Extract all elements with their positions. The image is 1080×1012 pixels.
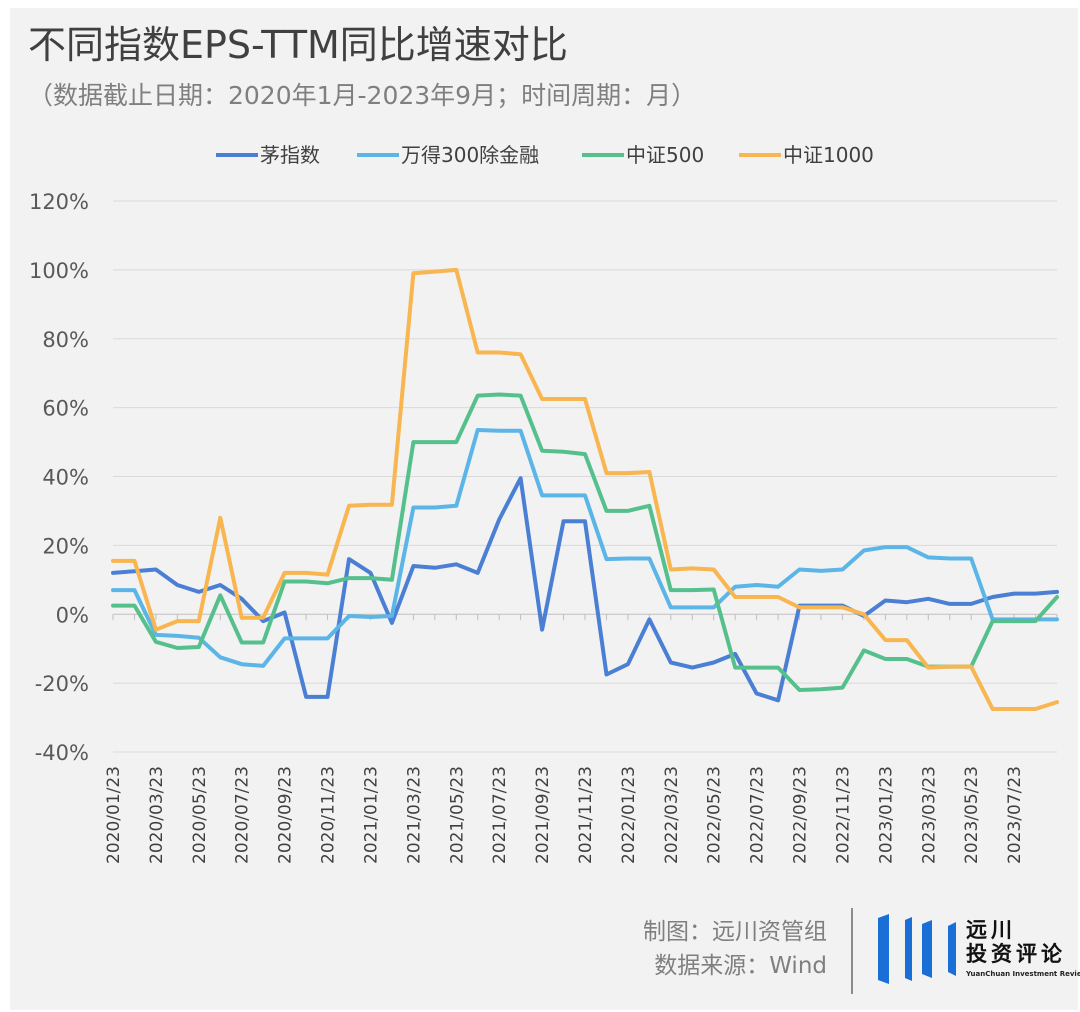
- series-line-1: [111, 428, 1059, 668]
- y-tick-label: 0%: [56, 603, 89, 627]
- logo-mark-icon: [878, 914, 956, 984]
- y-tick-label: 20%: [42, 534, 89, 558]
- x-tick-label: 2021/01/23: [361, 766, 381, 864]
- brand-logo: 远川 投资评论 YuanChuan Investment Review: [876, 912, 1080, 986]
- x-tick-label: 2022/11/23: [833, 766, 853, 864]
- logo-name-line1: 远川: [966, 918, 1016, 942]
- x-tick-label: 2023/01/23: [876, 766, 896, 864]
- y-tick-label: -40%: [35, 741, 89, 765]
- y-tick-label: -20%: [35, 672, 89, 696]
- x-tick-label: 2022/01/23: [619, 766, 639, 864]
- y-axis: -40% -20% 0% 20% 40% 60% 80% 100% 120%: [29, 190, 89, 765]
- footer-source: 数据来源：Wind: [654, 953, 827, 979]
- x-tick-label: 2020/01/23: [104, 766, 124, 864]
- legend-label: 茅指数: [260, 143, 320, 167]
- chart-card: [10, 8, 1078, 1010]
- logo-name: 远川 投资评论: [966, 918, 1066, 966]
- x-tick-label: 2021/05/23: [447, 766, 467, 864]
- x-tick-label: 2020/05/23: [190, 766, 210, 864]
- y-tick-label: 80%: [42, 328, 89, 352]
- series-line-3: [111, 267, 1059, 711]
- y-tick-label: 100%: [29, 259, 89, 283]
- line-chart: 茅指数 万得300除金融 中证500 中证1000 -40% -20% 0% 20% 40% 6…: [29, 143, 1059, 864]
- x-tick-label: 2020/03/23: [147, 766, 167, 864]
- x-tick-label: 2023/05/23: [962, 766, 982, 864]
- x-tick-label: 2021/07/23: [490, 766, 510, 864]
- x-tick-label: 2021/03/23: [404, 766, 424, 864]
- x-tick-label: 2020/11/23: [319, 766, 339, 864]
- y-tick-label: 120%: [29, 190, 89, 214]
- legend-label: 万得300除金融: [401, 143, 539, 167]
- x-tick-label: 2021/11/23: [576, 766, 596, 864]
- x-tick-label: 2020/09/23: [276, 766, 296, 864]
- logo-name-line2: 投资评论: [966, 942, 1066, 966]
- x-axis: 2020/01/23 2020/03/23 2020/05/23 2020/07/23…: [104, 614, 1058, 864]
- x-tick-label: 2023/07/23: [1005, 766, 1025, 864]
- x-tick-label: 2021/09/23: [533, 766, 553, 864]
- legend-label: 中证1000: [783, 143, 874, 167]
- grid-lines: [113, 200, 1057, 753]
- y-tick-label: 60%: [42, 397, 89, 421]
- legend-label: 中证500: [626, 143, 704, 167]
- legend: 茅指数 万得300除金融 中证500 中证1000: [216, 143, 874, 167]
- x-tick-label: 2022/09/23: [791, 766, 811, 864]
- y-tick-label: 40%: [42, 466, 89, 490]
- series-lines: [111, 267, 1059, 711]
- x-tick-label: 2022/03/23: [662, 766, 682, 864]
- chart-title: 不同指数EPS-TTM同比增速对比: [28, 23, 568, 67]
- x-tick-label: 2022/07/23: [748, 766, 768, 864]
- x-tick-label: 2023/03/23: [919, 766, 939, 864]
- chart-subtitle: （数据截止日期：2020年1月-2023年9月；时间周期：月）: [28, 81, 697, 110]
- footer-credits: 制图：远川资管组 数据来源：Wind: [643, 915, 827, 983]
- footer-divider: [851, 908, 853, 994]
- x-tick-label: 2022/05/23: [705, 766, 725, 864]
- series-line-2: [111, 392, 1059, 692]
- footer-maker: 制图：远川资管组: [643, 919, 827, 945]
- x-tick-label: 2020/07/23: [233, 766, 253, 864]
- logo-english: YuanChuan Investment Review: [966, 970, 1080, 978]
